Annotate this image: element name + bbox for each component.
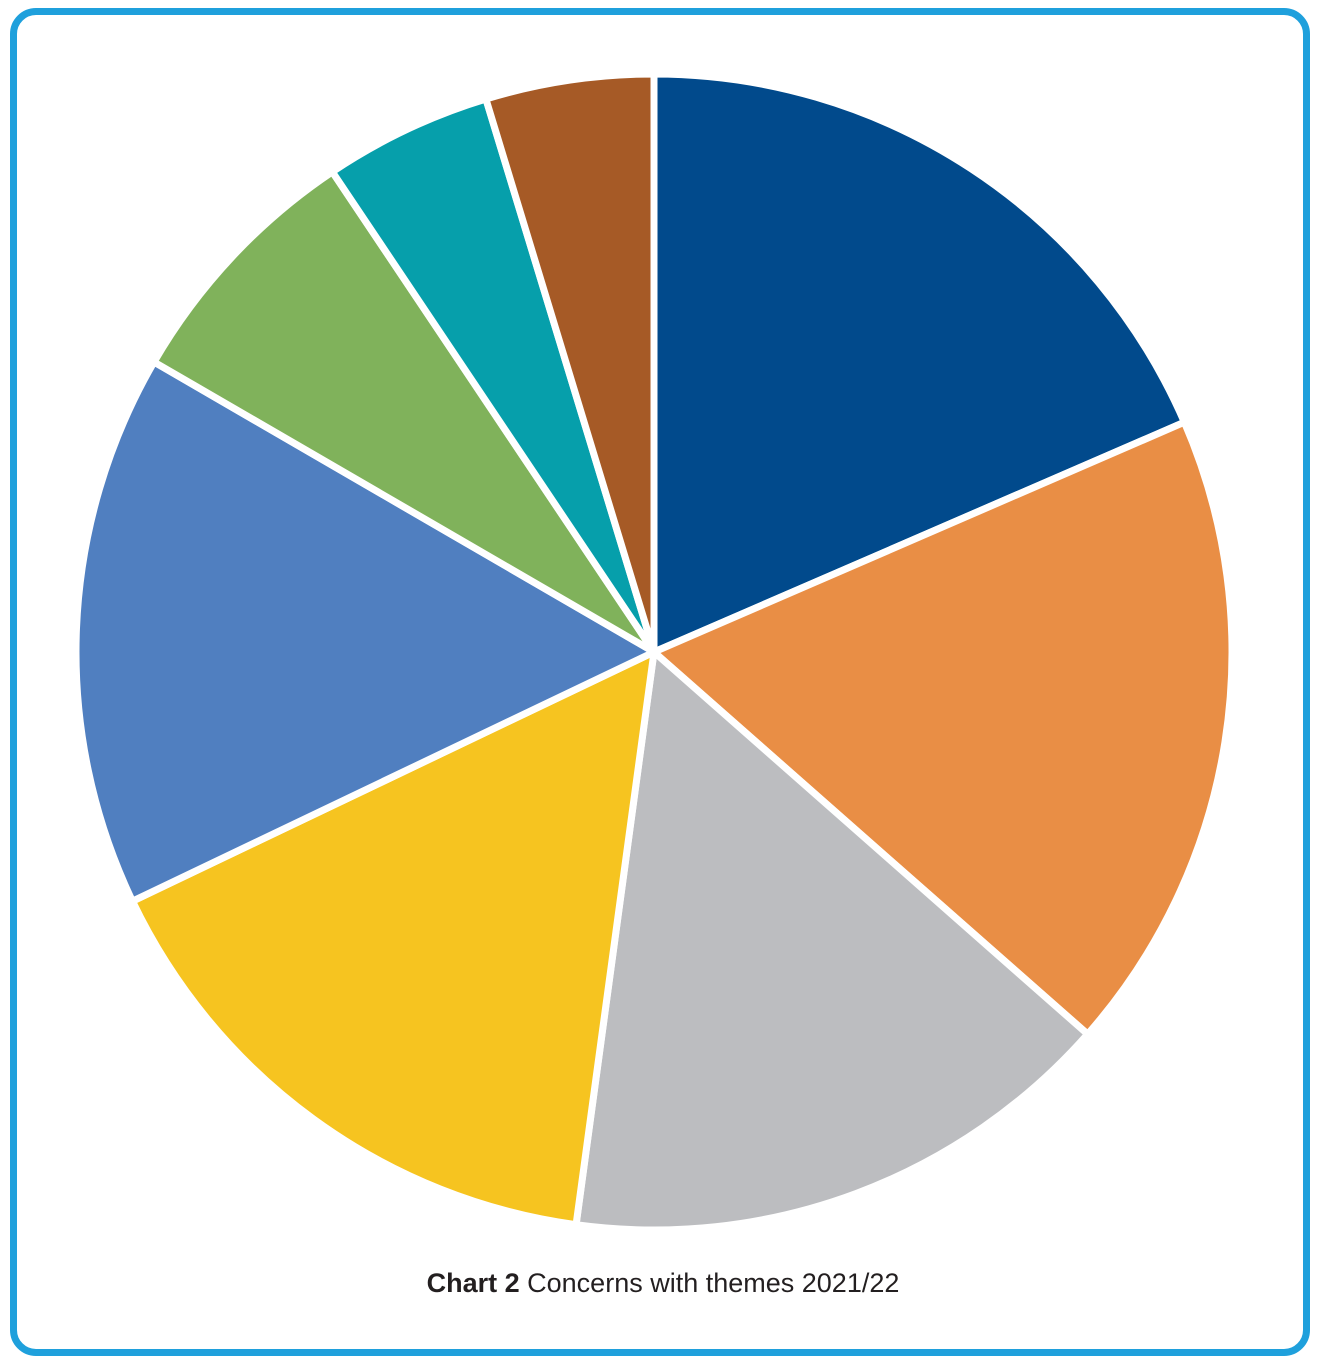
pie-slice-1 (650, 70, 1188, 656)
caption-label: Chart 2 (426, 1268, 520, 1298)
pie-slice-5 (72, 358, 658, 905)
pie-slice-8 (482, 70, 658, 656)
pie-slice-6 (150, 168, 658, 656)
pie-slice-2 (650, 418, 1236, 1038)
pie-slices (72, 70, 1236, 1234)
pie-slice-4 (128, 648, 658, 1229)
pie-slice-3 (572, 648, 1092, 1234)
caption-text: Concerns with themes 2021/22 (527, 1268, 900, 1298)
chart-caption: Chart 2 Concerns with themes 2021/22 (0, 1266, 1326, 1300)
